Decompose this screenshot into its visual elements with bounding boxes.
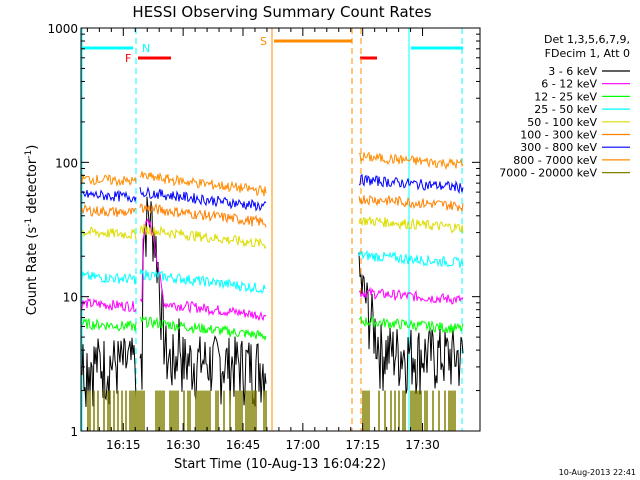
series-line-seg1: [139, 186, 267, 212]
y-axis-label-sup2: -1: [24, 150, 34, 159]
series-0: [81, 196, 464, 408]
series-line-seg0: [81, 226, 137, 240]
night-marker-label: N: [142, 42, 150, 55]
legend-entry-label: 3 - 6 keV: [548, 65, 597, 78]
observing-overlays: NF S: [81, 28, 463, 431]
series-line-seg1: [139, 196, 267, 408]
plot-frame: [80, 27, 481, 432]
series-line-seg0: [81, 270, 137, 285]
series-3: [81, 250, 464, 295]
series-line-seg0: [81, 337, 137, 408]
generated-timestamp: 10-Aug-2013 22:41: [559, 468, 636, 477]
series-6: [81, 174, 464, 212]
series-line-seg0: [81, 297, 137, 313]
legend-entry-label: 12 - 25 keV: [534, 90, 597, 103]
legend-entry-label: 100 - 300 keV: [520, 129, 597, 142]
legend-header-line1: Det 1,3,5,6,7,9,: [544, 33, 630, 46]
y-axis-label-main: Count Rate (s: [25, 227, 40, 316]
y-axis-label-mid: detector: [25, 158, 40, 218]
y-tick-label: 100: [55, 156, 78, 170]
y-axis-label: Count Rate (s-1 detector-1): [24, 145, 40, 316]
series-line-seg1: [139, 202, 267, 228]
y-tick-label: 1: [70, 425, 78, 439]
series-line-seg2: [358, 252, 464, 395]
x-axis: 16:15 16:30 16:45 17:00 17:15 17:30: [86, 28, 440, 452]
y-axis-label-sup1: -1: [24, 218, 34, 227]
legend-entry-label: 25 - 50 keV: [534, 103, 597, 116]
legend: Det 1,3,5,6,7,9, FDecim 1, Att 0 3 - 6 k…: [499, 33, 630, 180]
series-line-seg2: [358, 250, 464, 268]
series-line-seg1: [139, 223, 267, 250]
series-7: [81, 151, 464, 197]
y-axis-label-end: ): [25, 145, 40, 150]
series-line-seg1: [139, 217, 267, 321]
series-line-seg1: [139, 269, 267, 295]
x-tick-label: 17:30: [405, 438, 440, 452]
series-8: [87, 390, 456, 431]
x-tick-label: 17:00: [286, 438, 321, 452]
chart-title: HESSI Observing Summary Count Rates: [132, 3, 431, 21]
series-line-seg2: [358, 151, 464, 171]
legend-header-line2: FDecim 1, Att 0: [545, 47, 630, 60]
legend-entry-label: 800 - 7000 keV: [513, 154, 597, 167]
series-4: [81, 216, 464, 250]
series-line-seg0: [81, 189, 137, 203]
legend-entry-label: 6 - 12 keV: [541, 78, 597, 91]
y-tick-label: 10: [63, 291, 78, 305]
x-tick-label: 17:15: [345, 438, 380, 452]
legend-entry-label: 7000 - 20000 keV: [499, 167, 597, 180]
x-tick-label: 16:15: [106, 438, 141, 452]
y-axis: 1 10 100 1000: [47, 22, 480, 439]
flare-marker-label: F: [125, 52, 131, 65]
series-line-seg0: [81, 204, 137, 218]
series-1: [81, 217, 464, 321]
series-lines: [81, 151, 464, 431]
legend-entry-label: 300 - 800 keV: [520, 141, 597, 154]
x-axis-label: Start Time (10-Aug-13 16:04:22): [174, 457, 386, 472]
legend-entry-label: 50 - 100 keV: [527, 116, 597, 129]
series-5: [81, 194, 464, 228]
series-line-seg2: [358, 216, 464, 234]
x-tick-label: 16:30: [166, 438, 201, 452]
series-line-seg0: [81, 317, 137, 332]
series-line-seg2: [358, 315, 464, 334]
series-line-seg2: [358, 194, 464, 212]
x-tick-label: 16:45: [226, 438, 261, 452]
series-2: [81, 315, 464, 342]
saa-marker-label: S: [260, 35, 267, 48]
series-line-seg2: [358, 286, 464, 305]
series-line-seg0: [81, 174, 137, 188]
series-line-seg2: [358, 174, 464, 195]
series-line-seg1: [139, 171, 267, 197]
y-tick-label: 1000: [47, 22, 78, 36]
series-line-seg1: [139, 316, 267, 342]
